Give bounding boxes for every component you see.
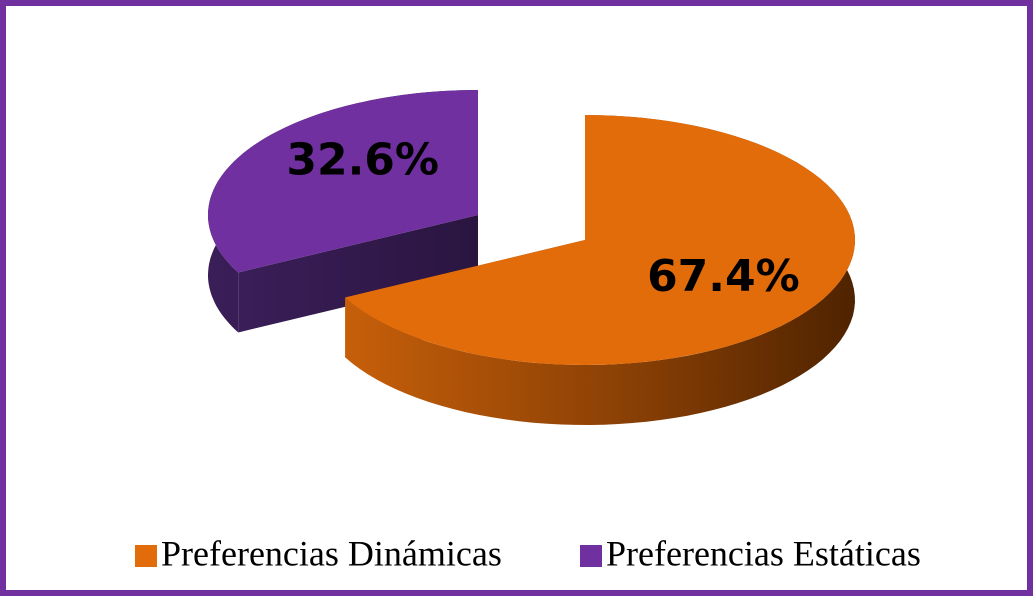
legend-swatch — [135, 545, 157, 567]
slice — [208, 90, 478, 273]
legend-label: Preferencias Estáticas — [606, 533, 921, 573]
value-label: 32.6% — [286, 135, 439, 186]
legend-swatch — [580, 545, 602, 567]
slice — [345, 115, 856, 366]
slice-edge — [238, 215, 478, 333]
value-label: 67.4% — [647, 251, 800, 302]
legend-label: Preferencias Dinámicas — [161, 533, 502, 573]
